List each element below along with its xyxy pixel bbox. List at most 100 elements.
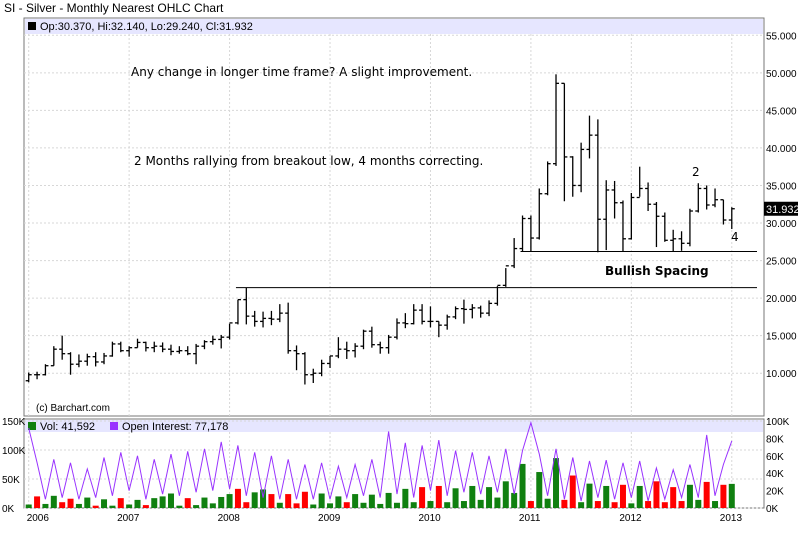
- volume-bar: [427, 501, 434, 508]
- volume-bar: [167, 493, 174, 508]
- volume-bar: [419, 487, 426, 508]
- year-tick-label: 2013: [720, 513, 743, 524]
- volume-bar: [611, 502, 618, 508]
- price-badge-box: [764, 201, 798, 216]
- volume-bar: [25, 504, 32, 508]
- volume-bar: [84, 497, 91, 508]
- volume-bar: [670, 487, 677, 508]
- price-tick-label: 50.000: [766, 69, 797, 80]
- year-tick-label: 2007: [117, 513, 140, 524]
- volume-left-tick-label: 100K: [2, 446, 26, 457]
- volume-bar: [193, 505, 200, 508]
- volume-bar: [578, 502, 585, 508]
- volume-bar: [452, 488, 459, 508]
- time-axis: 2006 2007 2008 2009 2010 2011 2012 2013: [27, 513, 743, 524]
- volume-bar: [712, 501, 719, 508]
- volume-bar: [243, 502, 250, 508]
- volume-bar: [92, 505, 99, 508]
- volume-bar: [519, 463, 526, 508]
- price-badge-text: 31.932: [766, 204, 800, 216]
- price-tick-label: 30.000: [766, 219, 797, 230]
- volume-bar: [385, 492, 392, 508]
- volume-bar: [544, 498, 551, 508]
- price-tick-label: 20.000: [766, 294, 797, 305]
- price-tick-label: 45.000: [766, 106, 797, 117]
- price-tick-label: 35.000: [766, 181, 797, 192]
- volume-bar: [603, 485, 610, 508]
- ohlc-readout-band: [25, 19, 763, 34]
- volume-bar: [703, 481, 710, 508]
- volume-bar: [176, 505, 183, 508]
- oi-legend-text: Open Interest: 77,178: [122, 421, 228, 433]
- volume-bar: [126, 504, 133, 508]
- volume-bar: [553, 458, 560, 508]
- volume-bar: [410, 502, 417, 508]
- volume-bar: [184, 498, 191, 508]
- volume-right-tick-label: 20K: [766, 487, 784, 498]
- volume-bar: [661, 502, 668, 508]
- volume-bars: [25, 458, 735, 508]
- volume-bar: [444, 502, 451, 508]
- volume-right-tick-label: 100K: [766, 417, 790, 428]
- volume-bar: [151, 498, 158, 508]
- support-lines: [235, 251, 757, 289]
- chart-title: SI - Silver - Monthly Nearest OHLC Chart: [4, 1, 224, 15]
- volume-bar: [686, 484, 693, 508]
- ohlc-series: [25, 74, 735, 385]
- volume-bar: [293, 503, 300, 508]
- year-tick-label: 2008: [218, 513, 241, 524]
- volume-bar: [645, 501, 652, 508]
- volume-legend-band: [25, 420, 763, 432]
- year-tick-label: 2006: [27, 513, 50, 524]
- volume-bar: [260, 489, 267, 508]
- volume-bar: [695, 499, 702, 508]
- volume-bar: [586, 483, 593, 508]
- oi-legend-swatch: [110, 422, 118, 430]
- volume-left-tick-label: 150K: [2, 417, 26, 428]
- annotation-rally-correct: 2 Months rallying from breakout low, 4 m…: [134, 154, 483, 168]
- volume-bar: [511, 492, 518, 508]
- volume-bar: [469, 485, 476, 508]
- volume-bar: [209, 503, 216, 508]
- volume-bar: [159, 496, 166, 508]
- volume-bar: [720, 484, 727, 508]
- volume-bar: [75, 503, 82, 508]
- year-tick-label: 2009: [318, 513, 341, 524]
- volume-bar: [142, 505, 149, 508]
- volume-bar: [728, 483, 735, 508]
- volume-bar: [34, 496, 41, 508]
- volume-bar: [460, 501, 467, 508]
- volume-bar: [569, 475, 576, 508]
- ohlc-readout: Op:30.370, Hi:32.140, Lo:29.240, Cl:31.9…: [40, 21, 253, 33]
- volume-bar: [134, 499, 141, 508]
- annotation-longer-timeframe: Any change in longer time frame? A sligh…: [131, 65, 472, 79]
- volume-bar: [477, 499, 484, 508]
- volume-bar: [234, 488, 241, 508]
- year-tick-label: 2012: [619, 513, 642, 524]
- price-tick-label: 55.000: [766, 31, 797, 42]
- volume-left-tick-label: 50K: [2, 475, 20, 486]
- price-grid: [24, 34, 764, 416]
- volume-bar: [360, 502, 367, 508]
- volume-bar: [343, 502, 350, 508]
- volume-bar: [268, 494, 275, 508]
- price-tick-label: 10.000: [766, 369, 797, 380]
- volume-bar: [628, 503, 635, 508]
- volume-bar: [301, 491, 308, 508]
- volume-bar: [226, 494, 233, 508]
- volume-bar: [486, 487, 493, 508]
- volume-bar: [393, 502, 400, 508]
- volume-right-tick-label: 40K: [766, 469, 784, 480]
- volume-bar: [67, 498, 74, 508]
- volume-bar: [285, 494, 292, 508]
- volume-bar: [276, 502, 283, 508]
- volume-bar: [619, 484, 626, 508]
- volume-right-tick-label: 60K: [766, 452, 784, 463]
- volume-bar: [335, 496, 342, 508]
- volume-bar: [109, 505, 116, 508]
- volume-axis: 0K 50K 100K 150K 0K 20K 40K 60K 80K 100K: [2, 417, 790, 515]
- volume-bar: [594, 501, 601, 508]
- annotation-wave-2: 2: [692, 165, 700, 179]
- volume-bar: [352, 494, 359, 508]
- volume-bar: [377, 503, 384, 508]
